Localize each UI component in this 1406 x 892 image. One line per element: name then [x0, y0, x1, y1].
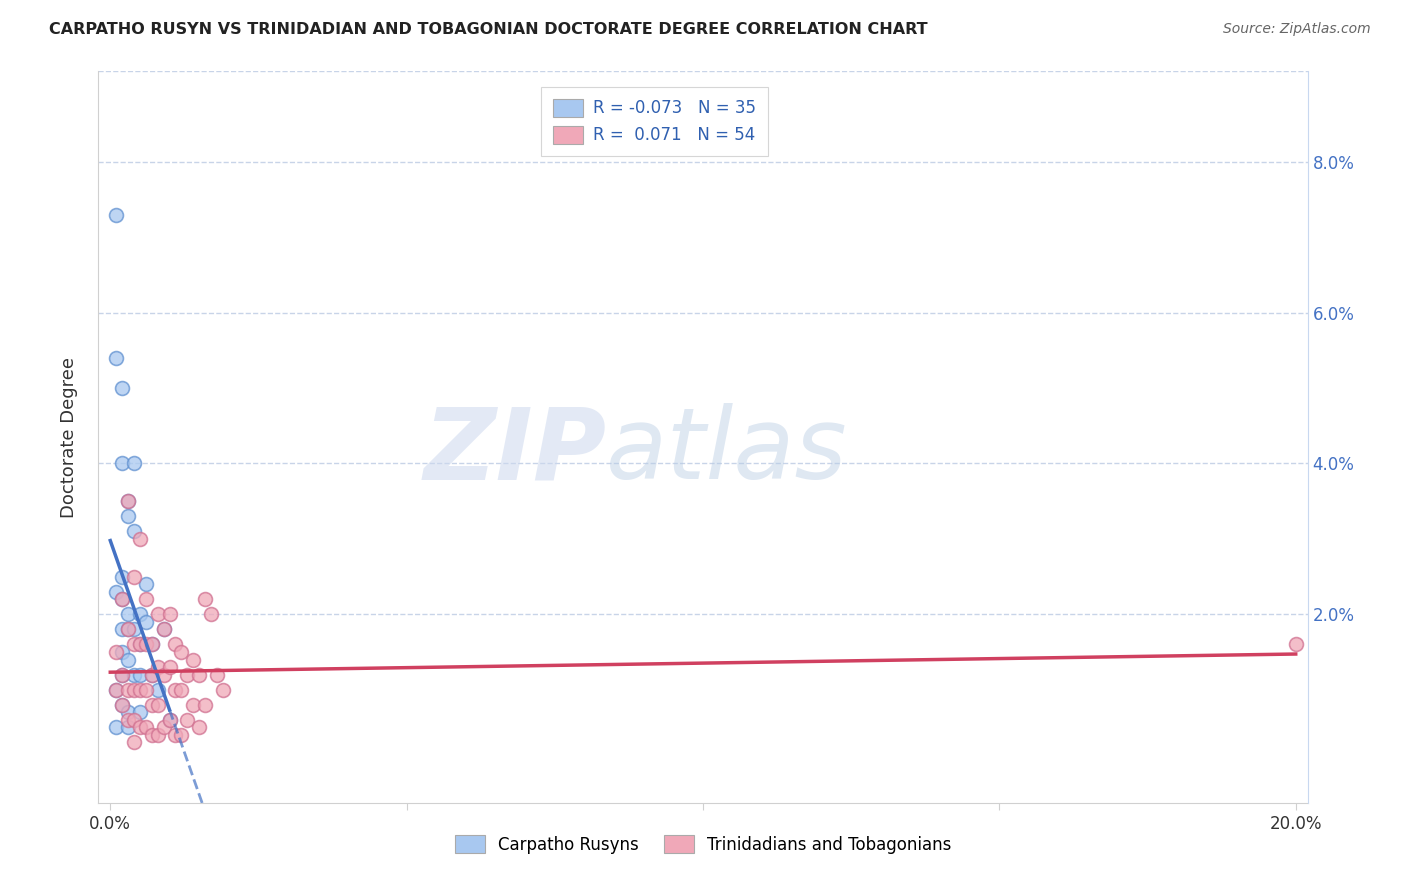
Point: [105, 584, 128, 599]
Point: [141, 637, 163, 651]
Point: [181, 698, 204, 712]
Point: [141, 667, 163, 681]
Text: atlas: atlas: [606, 403, 848, 500]
Point: [122, 569, 145, 583]
Point: [117, 494, 139, 508]
Point: [117, 706, 139, 720]
Point: [117, 682, 139, 697]
Point: [122, 667, 145, 681]
Point: [146, 728, 169, 742]
Point: [165, 728, 187, 742]
Point: [111, 569, 134, 583]
Point: [152, 623, 174, 637]
Point: [111, 667, 134, 681]
Point: [111, 592, 134, 607]
Point: [141, 728, 163, 742]
Point: [111, 667, 134, 681]
Point: [135, 615, 157, 629]
Point: [181, 652, 204, 666]
Point: [111, 381, 134, 395]
Point: [117, 607, 139, 622]
Point: [176, 713, 198, 727]
Point: [117, 623, 139, 637]
Point: [141, 698, 163, 712]
Point: [122, 457, 145, 471]
Text: Source: ZipAtlas.com: Source: ZipAtlas.com: [1223, 22, 1371, 37]
Point: [129, 682, 152, 697]
Text: CARPATHO RUSYN VS TRINIDADIAN AND TOBAGONIAN DOCTORATE DEGREE CORRELATION CHART: CARPATHO RUSYN VS TRINIDADIAN AND TOBAGO…: [49, 22, 928, 37]
Point: [111, 457, 134, 471]
Point: [135, 682, 157, 697]
Point: [146, 682, 169, 697]
Point: [105, 645, 128, 659]
Point: [159, 660, 181, 674]
Point: [105, 682, 128, 697]
Point: [117, 509, 139, 524]
Point: [117, 652, 139, 666]
Point: [111, 623, 134, 637]
Point: [129, 720, 152, 734]
Point: [129, 667, 152, 681]
Point: [176, 667, 198, 681]
Point: [170, 682, 193, 697]
Point: [188, 667, 211, 681]
Point: [212, 682, 235, 697]
Point: [141, 667, 163, 681]
Text: ZIP: ZIP: [423, 403, 606, 500]
Point: [122, 682, 145, 697]
Point: [117, 494, 139, 508]
Point: [135, 637, 157, 651]
Point: [129, 532, 152, 546]
Point: [152, 623, 174, 637]
Point: [146, 698, 169, 712]
Point: [111, 698, 134, 712]
Point: [122, 735, 145, 749]
Point: [105, 351, 128, 365]
Point: [165, 637, 187, 651]
Point: [135, 592, 157, 607]
Point: [152, 667, 174, 681]
Point: [111, 645, 134, 659]
Point: [105, 720, 128, 734]
Point: [122, 623, 145, 637]
Point: [122, 713, 145, 727]
Point: [159, 713, 181, 727]
Point: [129, 607, 152, 622]
Point: [194, 592, 217, 607]
Point: [188, 720, 211, 734]
Point: [141, 637, 163, 651]
Point: [122, 524, 145, 539]
Point: [111, 592, 134, 607]
Point: [152, 720, 174, 734]
Point: [205, 667, 228, 681]
Point: [129, 637, 152, 651]
Point: [159, 713, 181, 727]
Point: [117, 623, 139, 637]
Point: [146, 660, 169, 674]
Point: [129, 637, 152, 651]
Y-axis label: Doctorate Degree: Doctorate Degree: [59, 357, 77, 517]
Point: [146, 607, 169, 622]
Point: [105, 208, 128, 222]
Point: [194, 698, 217, 712]
Point: [200, 607, 222, 622]
Point: [117, 720, 139, 734]
Point: [1285, 637, 1308, 651]
Point: [135, 577, 157, 591]
Point: [159, 607, 181, 622]
Point: [129, 706, 152, 720]
Point: [170, 728, 193, 742]
Point: [170, 645, 193, 659]
Point: [135, 720, 157, 734]
Point: [165, 682, 187, 697]
Point: [111, 698, 134, 712]
Point: [105, 682, 128, 697]
Point: [117, 713, 139, 727]
Legend: Carpatho Rusyns, Trinidadians and Tobagonians: Carpatho Rusyns, Trinidadians and Tobago…: [449, 829, 957, 860]
Point: [122, 637, 145, 651]
